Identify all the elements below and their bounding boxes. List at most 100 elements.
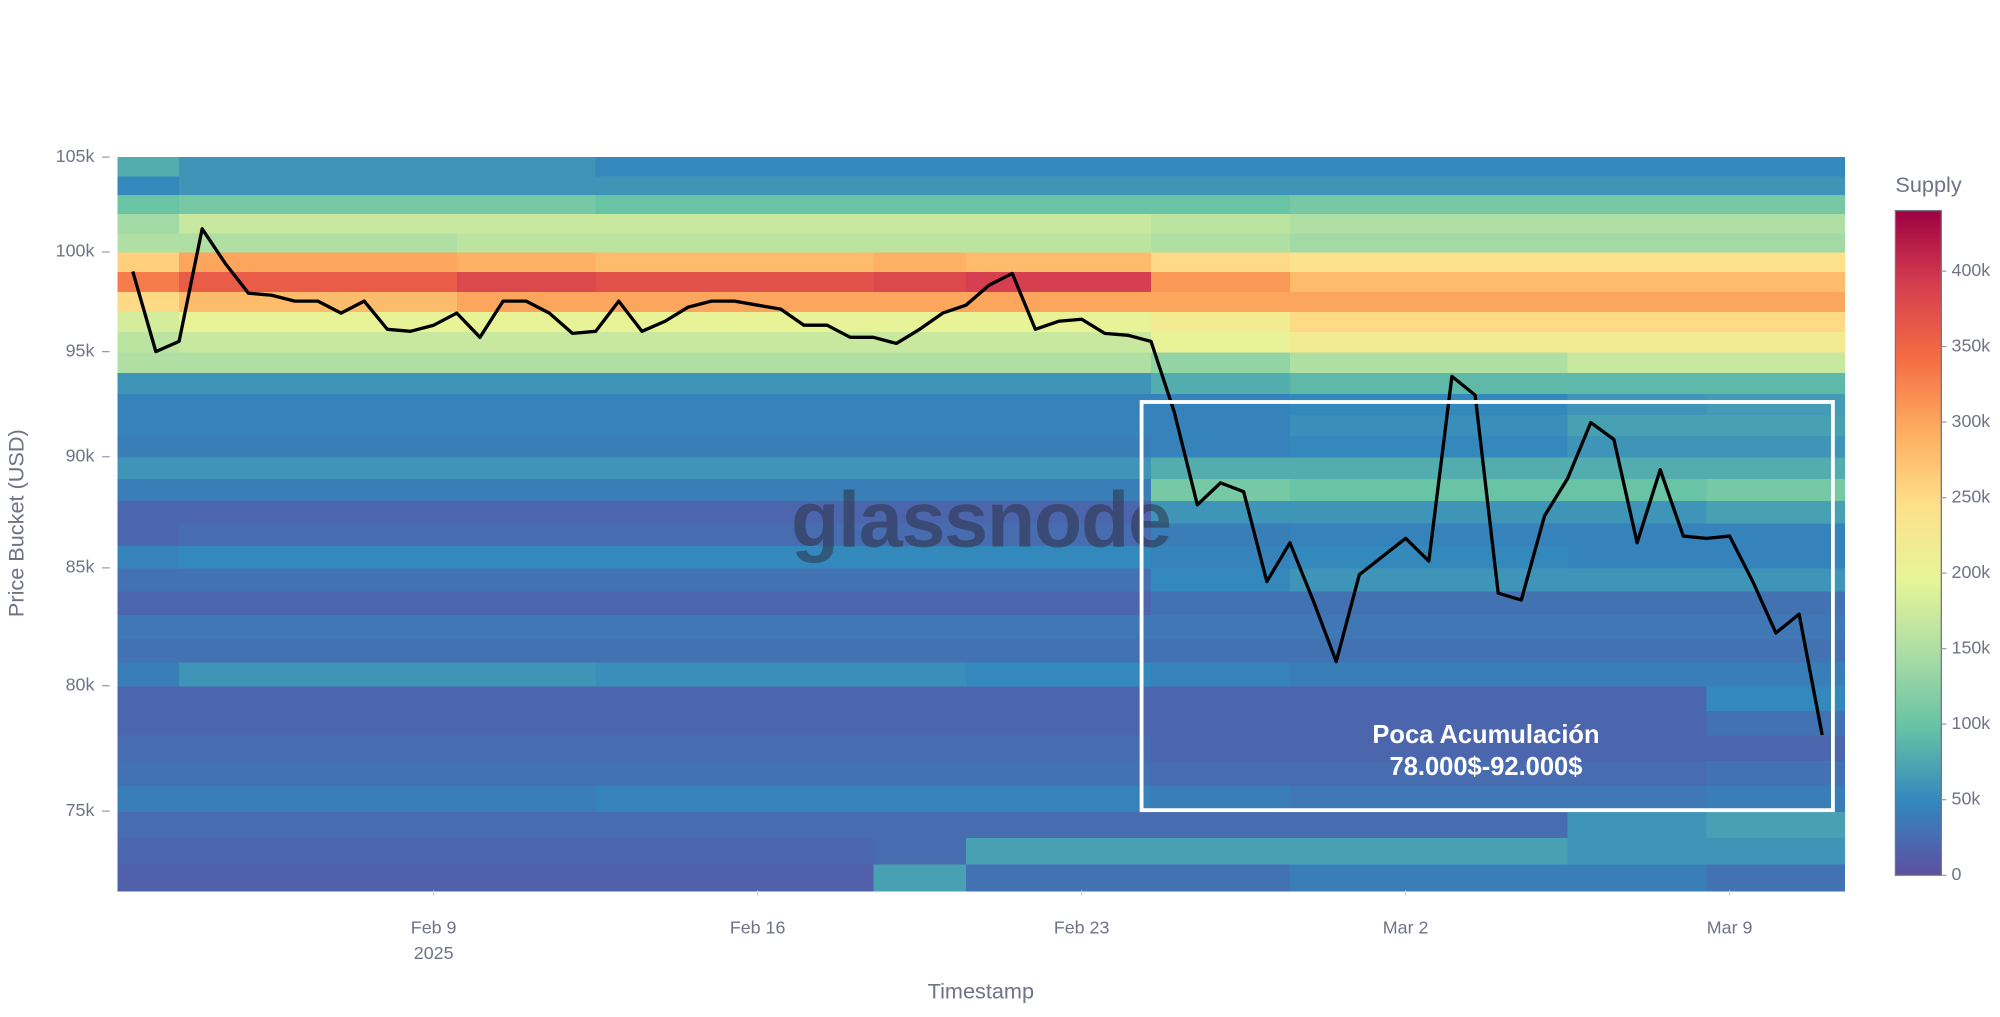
x-tick-label: Mar 9: [1707, 917, 1753, 937]
heatmap-cell: [965, 351, 1152, 373]
heatmap-cell: [179, 175, 458, 196]
heatmap-cell: [1567, 637, 1708, 663]
heatmap-cell: [1567, 522, 1708, 546]
heatmap-cell: [965, 760, 1152, 787]
heatmap-cell: [595, 271, 875, 292]
colorbar-tick-label: 0: [1952, 864, 1962, 884]
annotation-text: 78.000$-92.000$: [1390, 753, 1583, 781]
heatmap-cell: [1567, 811, 1708, 839]
heatmap-cell: [595, 393, 875, 415]
heatmap-cell: [179, 760, 458, 787]
heatmap-cell: [117, 661, 180, 687]
heatmap-cell: [873, 311, 967, 333]
heatmap-cell: [595, 435, 875, 458]
heatmap-cell: [965, 331, 1152, 353]
heatmap-cell: [1289, 213, 1569, 234]
heatmap: [117, 157, 1846, 892]
heatmap-cell: [1567, 760, 1708, 787]
heatmap-cell: [1151, 478, 1291, 502]
heatmap-cell: [595, 478, 875, 502]
heatmap-cell: [873, 661, 967, 687]
y-axis-title: Price Bucket (USD): [4, 429, 29, 617]
heatmap-cell: [456, 251, 597, 273]
heatmap-cell: [1151, 271, 1291, 292]
heatmap-cell: [117, 760, 180, 787]
heatmap-cell: [1706, 213, 1846, 234]
overlay: [131, 227, 1824, 736]
heatmap-cell: [179, 194, 458, 215]
heatmap-cell: [965, 232, 1152, 253]
heatmap-cell: [873, 590, 967, 615]
heatmap-cell: [179, 545, 458, 569]
heatmap-cell: [1706, 157, 1846, 177]
heatmap-cell: [1289, 194, 1569, 215]
heatmap-cell: [873, 194, 967, 215]
heatmap-cell: [456, 435, 597, 458]
heatmap-cell: [873, 567, 967, 592]
colorbar-tick-label: 200k: [1952, 562, 1991, 582]
heatmap-cell: [456, 194, 597, 215]
heatmap-cell: [1151, 175, 1291, 196]
heatmap-cell: [965, 157, 1152, 177]
heatmap-cell: [873, 863, 967, 892]
heatmap-cell: [179, 710, 458, 736]
heatmap-cell: [965, 393, 1152, 415]
heatmap-cell: [1151, 194, 1291, 215]
heatmap-cell: [1567, 291, 1708, 312]
colorbar-tick-label: 400k: [1952, 260, 1991, 280]
colorbar-tick-label: 350k: [1952, 335, 1991, 355]
heatmap-cell: [456, 456, 597, 480]
heatmap-cell: [456, 614, 597, 639]
heatmap-cell: [1151, 760, 1291, 787]
x-tick-label: Feb 9: [411, 917, 457, 937]
heatmap-cell: [1706, 251, 1846, 273]
heatmap-cell: [1706, 291, 1846, 312]
heatmap-cell: [873, 500, 967, 524]
heatmap-cell: [965, 522, 1152, 546]
price-line: [131, 227, 1824, 736]
heatmap-cell: [595, 331, 875, 353]
heatmap-cell: [965, 194, 1152, 215]
heatmap-cell: [595, 785, 875, 812]
heatmap-cell: [1289, 351, 1569, 373]
heatmap-cell: [1289, 331, 1569, 353]
heatmap-cell: [456, 175, 597, 196]
heatmap-cell: [456, 760, 597, 787]
heatmap-cell: [456, 271, 597, 292]
heatmap-cell: [595, 710, 875, 736]
heatmap-cell: [1567, 232, 1708, 253]
heatmap-cell: [595, 661, 875, 687]
heatmap-cell: [1289, 760, 1569, 787]
heatmap-cell: [965, 811, 1152, 839]
heatmap-cell: [1289, 785, 1569, 812]
colorbar-tick-label: 150k: [1952, 637, 1991, 657]
heatmap-cell: [117, 456, 180, 480]
heatmap-cell: [595, 372, 875, 394]
heatmap-cell: [117, 414, 180, 437]
heatmap-cell: [595, 522, 875, 546]
heatmap-cell: [456, 590, 597, 615]
heatmap-cell: [965, 734, 1152, 761]
heatmap-cell: [595, 414, 875, 437]
heatmap-cell: [873, 785, 967, 812]
heatmap-cell: [1289, 522, 1569, 546]
heatmap-cell: [179, 863, 458, 892]
heatmap-cell: [117, 157, 180, 177]
heatmap-cell: [456, 637, 597, 663]
colorbar-tick-label: 250k: [1952, 486, 1991, 506]
heatmap-cell: [456, 661, 597, 687]
heatmap-cell: [117, 175, 180, 196]
heatmap-cell: [1567, 311, 1708, 333]
x-year-label: 2025: [414, 943, 454, 963]
heatmap-cell: [179, 372, 458, 394]
heatmap-cell: [1289, 291, 1569, 312]
heatmap-cell: [1706, 500, 1846, 524]
heatmap-cell: [1706, 760, 1846, 787]
heatmap-cell: [1289, 811, 1569, 839]
heatmap-cell: [117, 567, 180, 592]
heatmap-cell: [456, 414, 597, 437]
heatmap-cell: [1151, 213, 1291, 234]
heatmap-cell: [1706, 863, 1846, 892]
heatmap-cell: [965, 213, 1152, 234]
